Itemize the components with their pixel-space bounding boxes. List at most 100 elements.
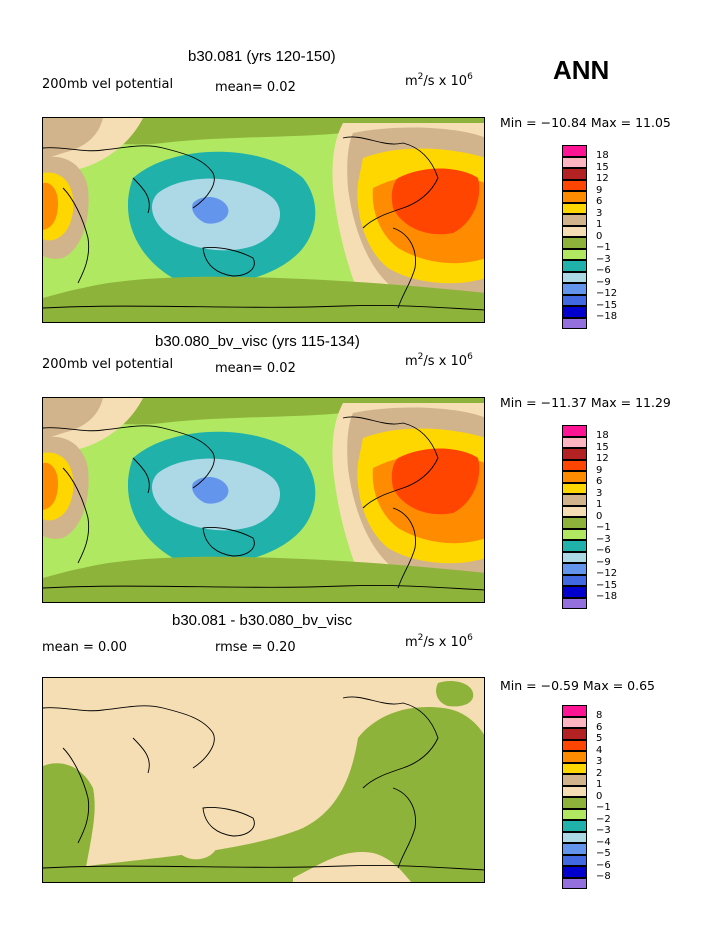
panel3-legend-label: 5 (596, 733, 603, 744)
panel3-legend-label: −5 (596, 848, 611, 859)
panel3-legend-label: −4 (596, 836, 611, 848)
panel1-legend-label: 3 (596, 207, 603, 219)
panel2-legend-label: 18 (596, 430, 609, 441)
panel3-legend-label: −8 (596, 871, 611, 882)
panel1-legend-label: −3 (596, 253, 611, 265)
panel1-swatch (562, 248, 587, 260)
panel2-swatch (562, 471, 587, 483)
panel2-legend-label: 6 (596, 476, 603, 487)
panel1-legend-label: 9 (596, 184, 603, 196)
panel3-swatch (562, 739, 587, 751)
panel2-swatch (562, 482, 587, 494)
panel1-legend-label: −15 (596, 299, 618, 311)
panel3-legend-label: 2 (596, 767, 603, 779)
panel1-units: m2/s x 106 (405, 72, 473, 89)
panel1-map (42, 117, 485, 323)
panel2-swatch (562, 436, 587, 448)
panel1-swatch (562, 294, 587, 306)
panel1-swatch (562, 260, 587, 272)
panel3-title: b30.081 - b30.080_bv_visc (172, 612, 353, 629)
panel3-legend-label: −1 (596, 802, 611, 813)
panel2-legend-label: −1 (596, 522, 611, 533)
panel1-swatch (562, 283, 587, 295)
panel3-legend-label: 0 (596, 790, 603, 802)
panel2-swatch (562, 459, 587, 471)
panel1-swatch (562, 202, 587, 214)
panel2-swatch (562, 425, 587, 437)
panel2-colorbar: 18 15 12 9 6 3 1 0 −1 −3 −6 −9 −12 −15 −… (562, 425, 682, 609)
panel3-legend-label: −6 (596, 859, 611, 871)
panel1-minmax: Min = −10.84 Max = 11.05 (500, 115, 671, 130)
panel1-swatch (562, 179, 587, 191)
panel2-legend-label: 3 (596, 487, 603, 499)
panel2-swatch (562, 574, 587, 586)
panel2-legend-label: −9 (596, 556, 611, 568)
panel3-swatch (562, 866, 587, 878)
panel2-legend-label: 15 (596, 441, 609, 453)
panel1-legend-label: 6 (596, 196, 603, 207)
panel1-legend-label: −9 (596, 276, 611, 288)
panel1-field-label: 200mb vel potential (42, 77, 174, 92)
panel3-swatch (562, 751, 587, 763)
panel2-swatch (562, 540, 587, 552)
panel3-swatch (562, 877, 587, 889)
panel2-swatch (562, 517, 587, 529)
panel2-minmax: Min = −11.37 Max = 11.29 (500, 395, 671, 410)
panel3-units: m2/s x 106 (405, 633, 473, 650)
panel2-legend-label: −12 (596, 568, 618, 579)
panel2-legend-label: −15 (596, 579, 618, 591)
panel3-swatch (562, 854, 587, 866)
panel3-swatch (562, 728, 587, 740)
panel2-swatch (562, 551, 587, 563)
panel2-title: b30.080_bv_visc (yrs 115-134) (155, 333, 360, 350)
panel1-legend-label: −18 (596, 311, 618, 322)
panel3-legend-label: 4 (596, 744, 603, 756)
panel3-minmax: Min = −0.59 Max = 0.65 (500, 678, 655, 693)
panel3-mean: mean = 0.00 (42, 640, 127, 655)
panel3-legend-label: 1 (596, 779, 603, 790)
panel1-swatch (562, 306, 587, 318)
panel1-mean: mean= 0.02 (215, 80, 296, 95)
panel3-swatch (562, 820, 587, 832)
panel3-swatch (562, 774, 587, 786)
panel3-legend-label: 6 (596, 721, 603, 733)
panel2-legend-label: 0 (596, 510, 603, 522)
panel3-colorbar: 8 6 5 4 3 2 1 0 −1 −2 −3 −4 −5 −6 −8 (562, 705, 682, 889)
panel3-swatch (562, 716, 587, 728)
panel1-swatch (562, 156, 587, 168)
panel2-swatch (562, 494, 587, 506)
season-label: ANN (553, 55, 610, 85)
panel2-swatch (562, 448, 587, 460)
panel2-legend-label: 1 (596, 499, 603, 510)
panel2-contour-map (43, 398, 484, 602)
panel1-legend-label: 18 (596, 150, 609, 161)
panel2-legend-label: −6 (596, 545, 611, 556)
panel1-title: b30.081 (yrs 120-150) (188, 48, 336, 65)
panel2-legend-label: −18 (596, 591, 618, 602)
panel3-legend-label: −2 (596, 813, 611, 825)
panel1-swatch (562, 237, 587, 249)
panel2-swatch (562, 528, 587, 540)
panel3-swatch (562, 831, 587, 843)
panel3-swatch (562, 785, 587, 797)
panel2-swatch (562, 597, 587, 609)
panel3-legend-label: 3 (596, 756, 603, 767)
panel1-swatch (562, 191, 587, 203)
panel1-legend-label: 1 (596, 219, 603, 230)
panel3-swatch (562, 843, 587, 855)
panel1-colorbar: 18 15 12 9 6 3 1 0 −1 −3 −6 −9 −12 −15 −… (562, 145, 682, 329)
panel3-legend-label: 8 (596, 710, 603, 721)
panel1-legend-label: −12 (596, 288, 618, 299)
panel1-legend-label: −1 (596, 242, 611, 253)
panel2-units: m2/s x 106 (405, 352, 473, 369)
panel2-mean: mean= 0.02 (215, 361, 296, 376)
panel1-contour-map (43, 118, 484, 322)
panel1-legend-label: 15 (596, 161, 609, 173)
panel1-swatch (562, 271, 587, 283)
panel3-legend-label: −3 (596, 825, 611, 836)
panel1-legend-label: 12 (596, 173, 609, 184)
panel1-swatch (562, 214, 587, 226)
panel1-swatch (562, 225, 587, 237)
panel2-swatch (562, 586, 587, 598)
panel3-swatch (562, 705, 587, 717)
